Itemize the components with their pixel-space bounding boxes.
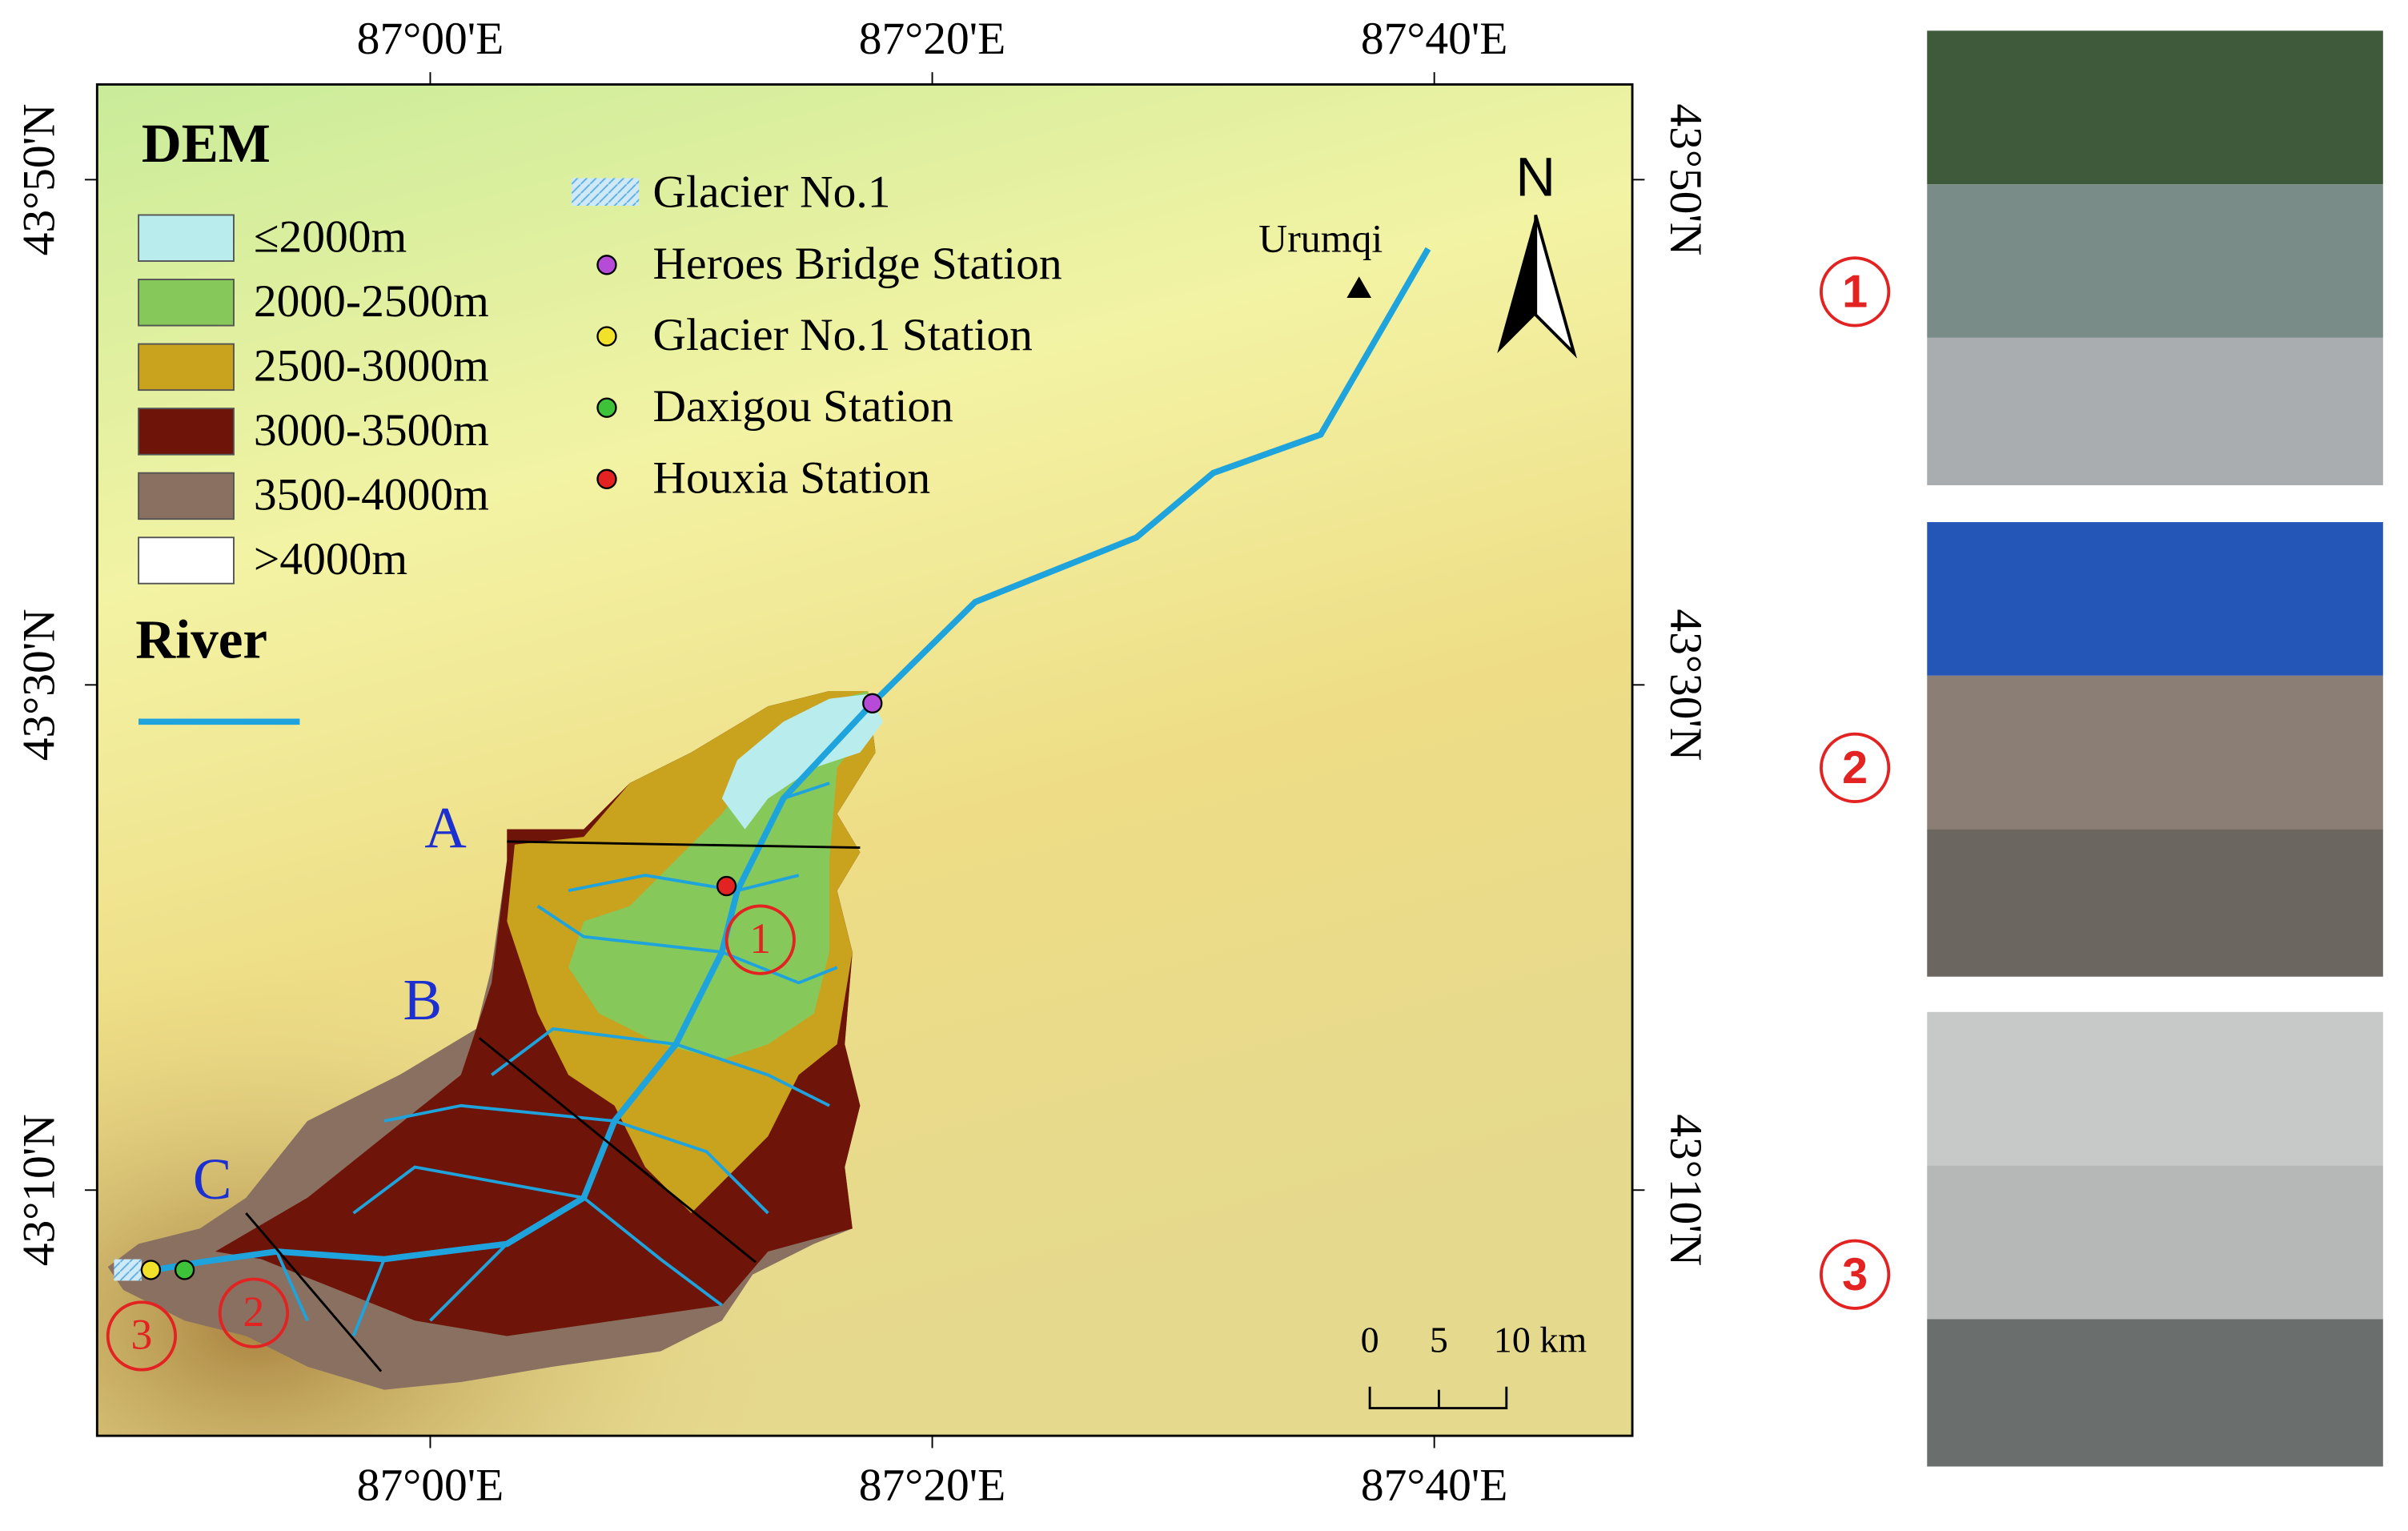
- station: [140, 1260, 162, 1280]
- photo-middle: [1927, 184, 2383, 338]
- north-arrow-right: [1534, 214, 1577, 359]
- dem-legend-swatch: [138, 408, 235, 456]
- lon-label-top: 87°40'E: [1361, 14, 1508, 64]
- lat-label-left: 43°10'N: [14, 1114, 64, 1266]
- photo-bottom: [1927, 337, 2383, 486]
- feature-legend-icon: [596, 255, 617, 275]
- tributary: [568, 874, 738, 893]
- lon-label-top: 87°00'E: [357, 14, 504, 64]
- basin-zone: [721, 693, 884, 830]
- feature-legend-label: Daxigou Station: [653, 381, 953, 432]
- photo-label-ring: [1820, 256, 1891, 327]
- dem-legend-title: DEM: [142, 112, 271, 174]
- section-line: [245, 1212, 383, 1372]
- tributary: [351, 1258, 386, 1337]
- section-line: [478, 1037, 757, 1264]
- dem-legend-label: >4000m: [254, 534, 407, 585]
- lon-label-top: 87°20'E: [859, 14, 1006, 64]
- feature-legend-label: Glacier No.1: [653, 167, 891, 218]
- city-marker: [1346, 276, 1372, 299]
- photo-label: 3: [1842, 1249, 1868, 1300]
- photo-label-ring: [1820, 1239, 1891, 1310]
- site-marker-label: 3: [130, 1311, 152, 1359]
- photo-top: [1927, 30, 2383, 185]
- dem-legend-swatch: [138, 279, 235, 327]
- tributary: [613, 1119, 769, 1215]
- lon-label-bottom: 87°00'E: [357, 1460, 504, 1510]
- tributary: [583, 1196, 723, 1307]
- station: [862, 693, 883, 713]
- site-marker-label: 1: [749, 914, 771, 962]
- tributary: [721, 950, 838, 985]
- dem-legend-swatch: [138, 343, 235, 392]
- site-marker-ring: [218, 1277, 290, 1348]
- feature-legend-label: Glacier No.1 Station: [653, 310, 1033, 360]
- scale-bar: [1368, 1386, 1508, 1410]
- tributary: [491, 1027, 676, 1076]
- site-marker-label: 2: [243, 1288, 264, 1336]
- lat-label-right: 43°10'N: [1660, 1114, 1711, 1266]
- photo-middle: [1927, 675, 2383, 830]
- basin-zone: [568, 690, 869, 1060]
- dem-legend-swatch: [138, 536, 235, 585]
- tributary: [675, 1043, 830, 1107]
- photo-bottom: [1927, 1319, 2383, 1467]
- dem-legend-swatch: [138, 472, 235, 520]
- photo-label-ring: [1820, 732, 1891, 803]
- feature-legend-icon: [571, 178, 640, 206]
- feature-legend-icon: [596, 326, 617, 347]
- station: [716, 875, 737, 897]
- dem-legend-swatch: [138, 214, 235, 262]
- map-frame: [95, 83, 1634, 1437]
- lon-label-bottom: 87°20'E: [859, 1460, 1006, 1510]
- north-label: N: [1515, 147, 1555, 208]
- tributary: [429, 1243, 508, 1322]
- dem-legend-label: 2500-3000m: [254, 340, 489, 391]
- tributary: [782, 782, 830, 801]
- river-legend-title: River: [135, 608, 267, 669]
- lon-label-bottom: 87°40'E: [1361, 1460, 1508, 1510]
- lat-label-left: 43°50'N: [14, 103, 64, 255]
- feature-legend-label: Houxia Station: [653, 452, 931, 503]
- scale-label: 10 km: [1494, 1320, 1587, 1360]
- dem-legend-label: 2000-2500m: [254, 276, 489, 327]
- dem-legend-label: 3000-3500m: [254, 405, 489, 456]
- tributary: [352, 1165, 584, 1215]
- city-label: Urumqi: [1258, 216, 1383, 260]
- tributary: [536, 904, 723, 954]
- station: [174, 1260, 195, 1280]
- tributary: [275, 1251, 309, 1322]
- photo-middle: [1927, 1165, 2383, 1320]
- photo-label: 1: [1842, 266, 1868, 317]
- section-label: A: [424, 795, 467, 860]
- photo-label: 2: [1842, 742, 1868, 794]
- section-line: [507, 840, 861, 850]
- dem-legend-label: 3500-4000m: [254, 469, 489, 520]
- feature-legend-icon: [596, 397, 617, 418]
- lat-label-right: 43°50'N: [1660, 103, 1711, 255]
- tributary: [383, 1103, 615, 1123]
- lat-label-left: 43°30'N: [14, 609, 64, 761]
- section-label: C: [193, 1147, 232, 1212]
- site-marker-ring: [724, 904, 796, 975]
- photo-top: [1927, 1011, 2383, 1166]
- scale-label: 5: [1430, 1320, 1448, 1360]
- lat-label-right: 43°30'N: [1660, 609, 1711, 761]
- feature-legend-label: Heroes Bridge Station: [653, 239, 1062, 289]
- section-label: B: [403, 967, 443, 1032]
- glacier: [114, 1259, 142, 1281]
- site-marker-ring: [106, 1300, 178, 1372]
- tributary: [736, 874, 800, 893]
- photo-bottom: [1927, 829, 2383, 977]
- dem-legend-label: ≤2000m: [254, 211, 407, 262]
- photo-top: [1927, 522, 2383, 676]
- feature-legend-icon: [596, 468, 617, 489]
- scale-label: 0: [1361, 1320, 1379, 1360]
